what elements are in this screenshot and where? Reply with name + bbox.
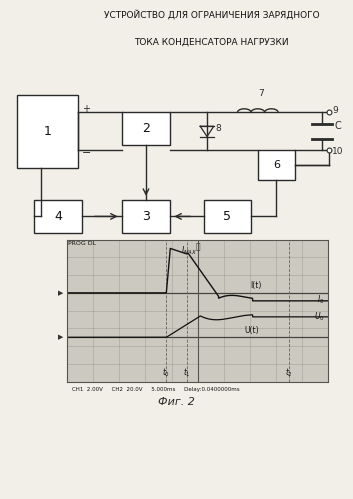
- Text: $I_0$: $I_0$: [317, 294, 324, 306]
- FancyBboxPatch shape: [122, 112, 170, 145]
- Text: +: +: [82, 104, 90, 114]
- Text: $t_0$: $t_0$: [162, 367, 170, 379]
- Text: 3: 3: [142, 210, 150, 223]
- FancyBboxPatch shape: [34, 200, 82, 233]
- Text: U(t): U(t): [245, 326, 259, 335]
- Text: УСТРОЙСТВО ДЛЯ ОГРАНИЧЕНИЯ ЗАРЯДНОГО: УСТРОЙСТВО ДЛЯ ОГРАНИЧЕНИЯ ЗАРЯДНОГО: [104, 10, 319, 20]
- Text: 4: 4: [54, 210, 62, 223]
- Text: Фиг. 2: Фиг. 2: [158, 397, 195, 407]
- Text: $t_1$: $t_1$: [183, 367, 191, 379]
- Text: 1: 1: [44, 125, 52, 138]
- Text: ТОКА КОНДЕНСАТОРА НАГРУЗКИ: ТОКА КОНДЕНСАТОРА НАГРУЗКИ: [134, 37, 289, 46]
- Text: 5: 5: [223, 210, 231, 223]
- Text: PROG DL: PROG DL: [68, 242, 96, 247]
- Text: −: −: [82, 148, 91, 158]
- Text: Фиг. 1: Фиг. 1: [158, 260, 195, 270]
- Text: 2: 2: [142, 122, 150, 135]
- Text: C: C: [334, 121, 341, 131]
- Text: 7: 7: [258, 89, 264, 98]
- FancyBboxPatch shape: [122, 200, 170, 233]
- FancyBboxPatch shape: [204, 200, 251, 233]
- Text: CH1  2.00V     CH2  20.0V     5.000ms     Delay:0.0400000ms: CH1 2.00V CH2 20.0V 5.000ms Delay:0.0400…: [72, 387, 240, 392]
- Text: 8: 8: [215, 124, 221, 133]
- Text: $U_0$: $U_0$: [314, 310, 324, 323]
- Text: I(t): I(t): [250, 281, 261, 290]
- Text: 10: 10: [333, 147, 344, 156]
- Text: $t_2$: $t_2$: [285, 367, 293, 379]
- Text: Ⓑ: Ⓑ: [195, 242, 200, 251]
- Text: ▶: ▶: [58, 334, 63, 340]
- Text: 9: 9: [333, 106, 338, 115]
- FancyBboxPatch shape: [258, 151, 295, 180]
- Text: ▶: ▶: [58, 290, 63, 296]
- Text: 6: 6: [273, 160, 280, 170]
- FancyBboxPatch shape: [17, 95, 78, 168]
- Text: $I_{MAX}$: $I_{MAX}$: [181, 245, 197, 257]
